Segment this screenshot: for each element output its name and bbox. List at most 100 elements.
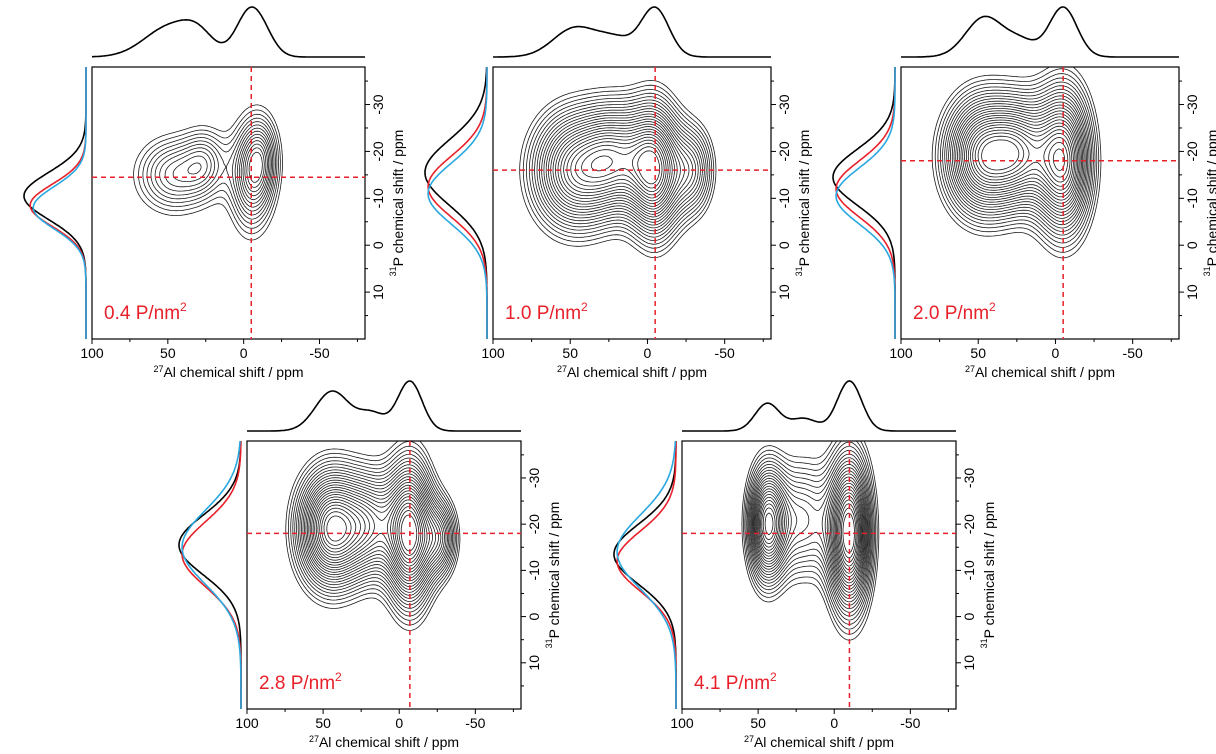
- contour-level-14: [308, 482, 442, 585]
- contour-level-12: [753, 470, 867, 596]
- y-tick-label: 10: [526, 655, 542, 671]
- contour-plot: [285, 440, 461, 631]
- y-axis-label-superscript: 31: [979, 638, 989, 648]
- x-tick-label: 0: [240, 345, 248, 361]
- contour-level-10: [302, 470, 448, 596]
- spectrum-panel-2: 100 50 0 -50 -30 -20 -10 0 10 27Al chemical shift…: [424, 6, 812, 380]
- contour-level-21: [762, 499, 859, 567]
- contour-level-6: [296, 457, 454, 609]
- contour-level-3: [290, 445, 458, 621]
- contour-level-2: [138, 109, 281, 235]
- spectrum-panel-3: 100 50 0 -50 -30 -20 -10 0 10 27Al chemical shift…: [832, 6, 1216, 380]
- y-tick-label: -10: [961, 560, 977, 580]
- x-tick-label: 0: [1052, 345, 1060, 361]
- f1-projection-trace-2: [29, 67, 87, 339]
- contour-level-23: [590, 146, 663, 189]
- contour-level-15: [555, 123, 681, 213]
- contour-level-4: [146, 117, 278, 224]
- sample-label: 1.0 P/nm2: [505, 300, 588, 324]
- contour-level-24: [637, 150, 660, 185]
- contour-level-18: [563, 131, 673, 205]
- f2-projection-trace: [682, 380, 956, 432]
- contour-level-13: [306, 479, 444, 587]
- contour-level-1: [133, 104, 283, 241]
- contour-level-19: [967, 124, 1076, 194]
- contour-level-14: [958, 110, 1082, 210]
- plot-frame: [492, 66, 772, 340]
- plot-frame: [91, 66, 366, 340]
- y-tick-label: 10: [776, 284, 792, 300]
- contour-level-20: [317, 499, 426, 567]
- contour-level-15: [756, 479, 865, 587]
- sample-label-superscript: 2: [770, 670, 777, 684]
- y-tick-label: -30: [526, 468, 542, 488]
- contour-level-16: [557, 126, 678, 210]
- contour-level-3: [142, 113, 279, 229]
- y-tick-label: 10: [961, 655, 977, 671]
- x-axis-label: 27Al chemical shift / ppm: [309, 734, 459, 750]
- y-tick-label: 0: [370, 241, 386, 249]
- contour-level-11: [953, 101, 1086, 219]
- sample-label-superscript: 2: [581, 300, 588, 314]
- contour-level-6: [944, 85, 1093, 236]
- x-tick-label: -50: [900, 715, 920, 731]
- y-axis-label-text: P chemical shift / ppm: [1204, 130, 1216, 267]
- y-tick-label: -20: [1184, 141, 1200, 161]
- x-tick-label: 50: [160, 345, 176, 361]
- f1-projection-trace-3: [32, 67, 87, 339]
- x-tick-label: -50: [309, 345, 329, 361]
- x-tick-label: 0: [644, 345, 652, 361]
- contour-level-1: [741, 440, 880, 641]
- y-tick-label: -30: [370, 94, 386, 114]
- contour-level-19: [315, 496, 428, 570]
- contour-level-2: [743, 440, 878, 635]
- contour-level-12: [955, 104, 1085, 216]
- contour-level-12: [548, 116, 694, 220]
- contour-level-19: [566, 134, 671, 202]
- x-axis-label-superscript: 27: [965, 364, 975, 374]
- y-axis-label: 31P chemical shift / ppm: [544, 502, 562, 649]
- spectrum-panel-4: 100 50 0 -50 -30 -20 -10 0 10 27Al chemical shift…: [178, 380, 562, 750]
- sample-label-text: 4.1 P/nm: [694, 673, 770, 694]
- y-tick-label: -10: [776, 188, 792, 208]
- contour-level-4: [940, 77, 1096, 244]
- f1-projection-trace-1: [23, 67, 87, 339]
- contour-level-7: [297, 461, 452, 606]
- x-axis-label: 27Al chemical shift / ppm: [153, 364, 303, 380]
- x-tick-label: 0: [830, 715, 838, 731]
- contour-level-18: [759, 489, 862, 577]
- contour-level-21: [972, 129, 1073, 187]
- contour-level-18: [314, 493, 430, 573]
- y-tick-label: -10: [526, 560, 542, 580]
- contour-level-9: [750, 460, 870, 606]
- contour-level-5: [531, 96, 709, 241]
- y-tick-label: 0: [776, 241, 792, 249]
- f1-projection-trace-1: [424, 67, 488, 339]
- contour-level-4: [528, 92, 711, 245]
- contour-level-8: [164, 130, 272, 208]
- contour-level-22: [974, 132, 1071, 183]
- sample-label-text: 2.8 P/nm: [259, 673, 335, 694]
- y-axis-label-superscript: 31: [544, 638, 554, 648]
- contour-level-5: [150, 121, 276, 220]
- y-axis-label-text: P chemical shift / ppm: [546, 502, 562, 639]
- contour-level-24: [981, 139, 1065, 171]
- y-axis-label-superscript: 31: [1202, 266, 1212, 276]
- contour-level-1: [519, 80, 717, 258]
- x-axis-label-superscript: 27: [153, 364, 163, 374]
- y-tick-label: 0: [526, 612, 542, 620]
- contour-level-1: [285, 440, 461, 631]
- plot-frame: [900, 66, 1180, 340]
- y-axis-label: 31P chemical shift / ppm: [979, 502, 997, 649]
- contour-level-16: [757, 482, 864, 584]
- f1-projection-trace-1: [178, 441, 242, 709]
- x-axis-label-superscript: 27: [557, 364, 567, 374]
- y-axis-label-superscript: 31: [388, 266, 398, 276]
- y-axis-label: 31P chemical shift / ppm: [794, 130, 812, 277]
- contour-level-1: [931, 66, 1102, 259]
- x-tick-label: 100: [481, 345, 505, 361]
- contour-level-20: [970, 127, 1074, 191]
- y-axis-label: 31P chemical shift / ppm: [1202, 130, 1216, 277]
- y-tick-label: -30: [961, 468, 977, 488]
